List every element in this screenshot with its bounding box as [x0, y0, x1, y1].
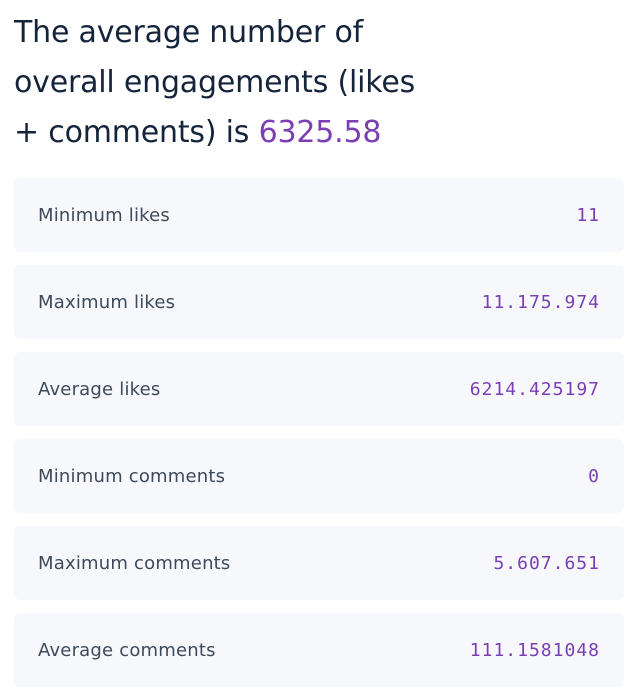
stat-value: 111.1581048 [469, 639, 600, 661]
stat-label: Average comments [38, 639, 216, 661]
stats-list: Minimum likes 11 Maximum likes 11.175.97… [14, 178, 624, 691]
stat-card-average-comments: Average comments 111.1581048 [14, 613, 624, 687]
stat-card-maximum-comments: Maximum comments 5.607.651 [14, 526, 624, 600]
stat-value: 0 [588, 465, 600, 487]
stat-card-minimum-comments: Minimum comments 0 [14, 439, 624, 513]
headline-text: The average number of overall engagement… [14, 15, 416, 150]
stat-value: 6214.425197 [469, 378, 600, 400]
stat-card-maximum-likes: Maximum likes 11.175.974 [14, 265, 624, 339]
stat-label: Minimum likes [38, 204, 170, 226]
page-title: The average number of overall engagement… [14, 8, 444, 158]
stat-label: Maximum comments [38, 552, 231, 574]
stat-value: 11.175.974 [481, 291, 600, 313]
stat-label: Average likes [38, 378, 161, 400]
stat-value: 5.607.651 [493, 552, 600, 574]
stat-label: Maximum likes [38, 291, 176, 313]
stat-card-minimum-likes: Minimum likes 11 [14, 178, 624, 252]
stat-card-average-likes: Average likes 6214.425197 [14, 352, 624, 426]
average-engagement-value: 6325.58 [258, 115, 382, 150]
stat-label: Minimum comments [38, 465, 226, 487]
stat-value: 11 [576, 204, 600, 226]
